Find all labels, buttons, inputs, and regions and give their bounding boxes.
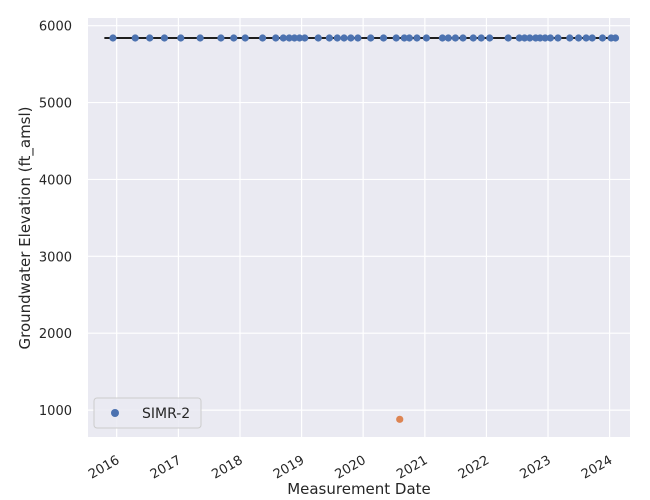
data-point — [520, 34, 529, 42]
y-tick-label: 3000 — [39, 250, 72, 265]
data-point — [109, 34, 117, 42]
data-point — [422, 34, 430, 42]
x-tick-label: 2023 — [517, 453, 553, 483]
y-axis-label: Groundwater Elevation (ft_amsl) — [16, 106, 35, 349]
data-point — [146, 34, 154, 42]
data-point — [177, 34, 185, 42]
data-point — [340, 34, 348, 42]
x-tick-label: 2016 — [86, 453, 122, 483]
legend-box — [93, 397, 202, 429]
data-point — [541, 34, 549, 42]
data-point — [160, 34, 169, 42]
data-point — [405, 34, 413, 42]
data-point — [131, 34, 139, 42]
data-point — [598, 34, 607, 42]
legend-label-simr-2: SIMR-2 — [142, 406, 190, 422]
data-point — [295, 34, 304, 42]
data-point — [325, 34, 333, 42]
data-point — [290, 34, 299, 42]
data-point — [379, 34, 388, 42]
data-point — [285, 34, 293, 42]
data-point — [392, 34, 400, 42]
data-points — [109, 34, 620, 423]
data-point — [400, 34, 408, 42]
data-point — [588, 34, 596, 42]
y-tick-label: 4000 — [39, 173, 72, 188]
data-point — [582, 34, 590, 42]
legend-marker-simr-2 — [111, 409, 119, 417]
data-point — [438, 34, 447, 42]
y-tick-label: 6000 — [39, 20, 72, 35]
x-tick-label: 2022 — [456, 453, 492, 483]
data-point — [272, 34, 280, 42]
data-point — [314, 34, 322, 42]
data-point — [536, 34, 544, 42]
data-point — [444, 34, 452, 42]
data-point — [451, 34, 460, 42]
grid — [88, 18, 630, 437]
data-point — [504, 34, 512, 42]
data-point — [546, 34, 554, 42]
x-tick-label: 2017 — [148, 453, 184, 483]
data-point — [347, 34, 355, 42]
x-axis-label: Measurement Date — [287, 480, 431, 498]
data-point — [333, 34, 341, 42]
x-tick-labels: 2016 2017 2018 2019 2020 2021 2022 2023 2024 — [86, 453, 615, 483]
x-tick-label: 2021 — [394, 453, 430, 483]
data-point — [486, 34, 494, 42]
y-tick-label: 2000 — [39, 327, 72, 342]
data-point — [566, 34, 574, 42]
y-tick-label: 5000 — [39, 97, 72, 112]
data-point — [258, 34, 267, 42]
data-point — [413, 34, 421, 42]
x-tick-label: 2019 — [271, 453, 307, 483]
data-point — [354, 34, 362, 42]
data-point — [554, 34, 562, 42]
x-tick-label: 2024 — [579, 453, 615, 483]
data-point — [515, 34, 523, 42]
data-point — [230, 34, 238, 42]
data-point — [477, 34, 485, 42]
data-point — [196, 34, 204, 42]
data-point — [526, 34, 534, 42]
plot-background — [88, 18, 630, 437]
data-point — [241, 34, 249, 42]
data-point — [367, 34, 375, 42]
data-point — [396, 415, 404, 423]
legend: SIMR-2 — [93, 397, 202, 429]
data-point — [469, 34, 477, 42]
data-point — [611, 34, 620, 42]
y-tick-labels: 1000 2000 3000 4000 5000 6000 — [39, 20, 72, 419]
y-tick-label: 1000 — [39, 404, 72, 419]
data-point — [279, 34, 287, 42]
data-point — [459, 34, 467, 42]
x-tick-label: 2020 — [333, 453, 369, 483]
x-tick-label: 2018 — [209, 453, 245, 483]
data-point — [301, 34, 309, 42]
data-point — [217, 34, 225, 42]
data-point — [574, 34, 583, 42]
